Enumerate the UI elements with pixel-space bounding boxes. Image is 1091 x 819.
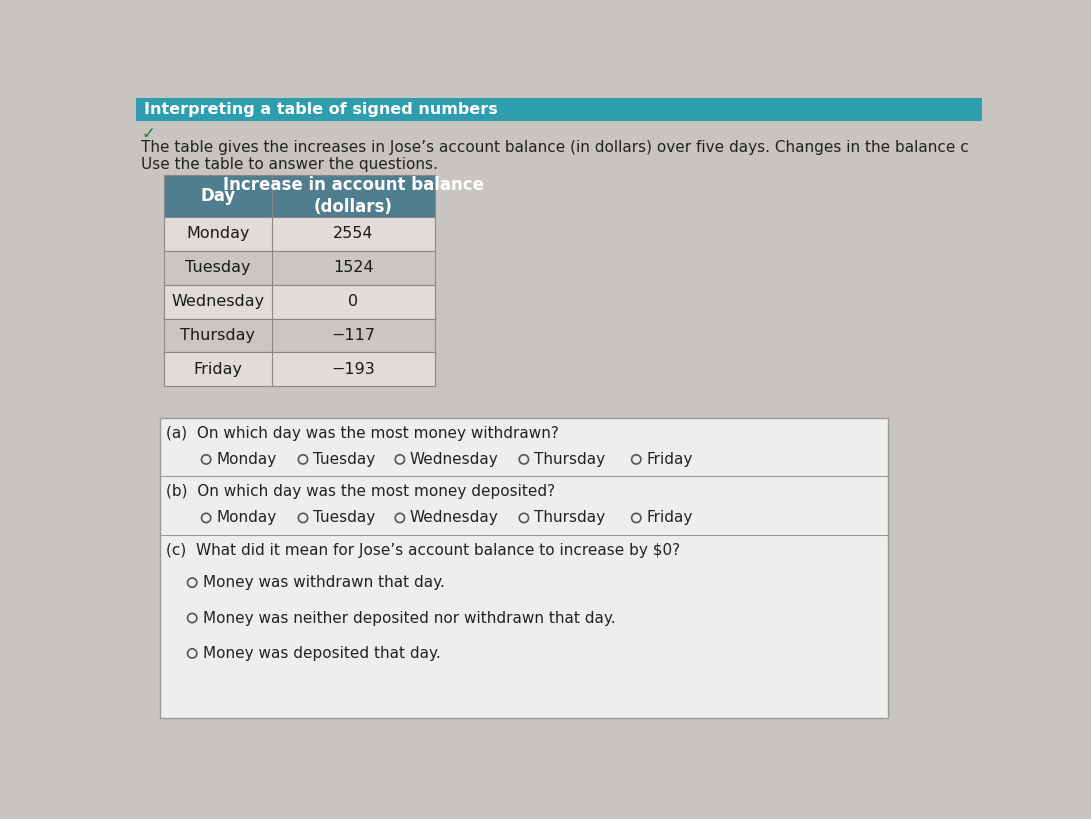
FancyBboxPatch shape: [164, 319, 434, 352]
FancyBboxPatch shape: [136, 98, 982, 729]
Text: Thursday: Thursday: [533, 510, 606, 526]
Text: Thursday: Thursday: [180, 328, 255, 343]
Text: Wednesday: Wednesday: [171, 294, 264, 309]
Text: ✓: ✓: [141, 124, 155, 143]
Text: Tuesday: Tuesday: [313, 452, 375, 467]
Text: −117: −117: [332, 328, 375, 343]
Text: (a)  On which day was the most money withdrawn?: (a) On which day was the most money with…: [166, 426, 559, 441]
Text: Money was deposited that day.: Money was deposited that day.: [203, 646, 441, 661]
Text: (b)  On which day was the most money deposited?: (b) On which day was the most money depo…: [166, 484, 555, 500]
Text: Increase in account balance
(dollars): Increase in account balance (dollars): [223, 176, 484, 216]
Text: Monday: Monday: [185, 226, 250, 242]
Text: Money was withdrawn that day.: Money was withdrawn that day.: [203, 575, 445, 590]
FancyBboxPatch shape: [164, 352, 434, 387]
Text: Friday: Friday: [193, 362, 242, 377]
FancyBboxPatch shape: [136, 98, 982, 121]
Text: 0: 0: [348, 294, 359, 309]
Text: Tuesday: Tuesday: [185, 260, 251, 275]
FancyBboxPatch shape: [164, 217, 434, 251]
Text: (c)  What did it mean for Jose’s account balance to increase by $0?: (c) What did it mean for Jose’s account …: [166, 543, 680, 558]
FancyBboxPatch shape: [164, 285, 434, 319]
Text: Day: Day: [200, 187, 236, 205]
Text: Tuesday: Tuesday: [313, 510, 375, 526]
Text: The table gives the increases in Jose’s account balance (in dollars) over five d: The table gives the increases in Jose’s …: [141, 140, 969, 155]
Text: Friday: Friday: [646, 510, 693, 526]
Text: Monday: Monday: [216, 510, 276, 526]
Text: Friday: Friday: [646, 452, 693, 467]
FancyBboxPatch shape: [159, 418, 888, 718]
FancyBboxPatch shape: [164, 251, 434, 285]
Text: −193: −193: [332, 362, 375, 377]
Text: 2554: 2554: [333, 226, 373, 242]
Text: Money was neither deposited nor withdrawn that day.: Money was neither deposited nor withdraw…: [203, 610, 615, 626]
Text: Interpreting a table of signed numbers: Interpreting a table of signed numbers: [144, 102, 497, 117]
Text: Wednesday: Wednesday: [410, 510, 499, 526]
Text: Wednesday: Wednesday: [410, 452, 499, 467]
Text: 1524: 1524: [333, 260, 374, 275]
FancyBboxPatch shape: [164, 175, 434, 217]
Text: Monday: Monday: [216, 452, 276, 467]
Text: Thursday: Thursday: [533, 452, 606, 467]
Text: Use the table to answer the questions.: Use the table to answer the questions.: [141, 157, 437, 172]
